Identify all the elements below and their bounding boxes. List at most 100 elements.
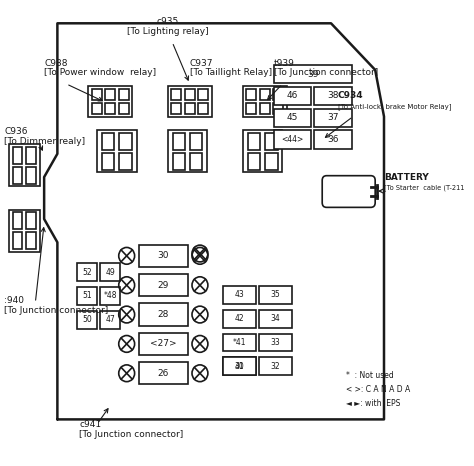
FancyBboxPatch shape bbox=[199, 89, 208, 100]
Text: 36: 36 bbox=[327, 135, 339, 144]
Text: *  : Not used: * : Not used bbox=[346, 371, 394, 380]
FancyBboxPatch shape bbox=[139, 245, 188, 267]
FancyBboxPatch shape bbox=[259, 334, 292, 351]
FancyBboxPatch shape bbox=[223, 357, 256, 375]
FancyBboxPatch shape bbox=[223, 286, 256, 304]
Text: 51: 51 bbox=[82, 291, 92, 301]
Text: C936: C936 bbox=[4, 127, 28, 136]
Text: c941: c941 bbox=[80, 420, 101, 429]
FancyBboxPatch shape bbox=[273, 65, 352, 83]
FancyBboxPatch shape bbox=[168, 130, 208, 172]
FancyBboxPatch shape bbox=[139, 333, 188, 355]
FancyBboxPatch shape bbox=[100, 311, 120, 329]
Text: 40: 40 bbox=[235, 362, 244, 371]
FancyBboxPatch shape bbox=[199, 103, 208, 114]
FancyBboxPatch shape bbox=[259, 310, 292, 328]
FancyBboxPatch shape bbox=[223, 310, 256, 328]
Text: t939: t939 bbox=[273, 59, 294, 68]
FancyBboxPatch shape bbox=[223, 334, 256, 351]
FancyBboxPatch shape bbox=[119, 133, 132, 150]
FancyBboxPatch shape bbox=[26, 232, 36, 249]
FancyBboxPatch shape bbox=[273, 109, 311, 127]
FancyBboxPatch shape bbox=[273, 130, 311, 149]
FancyBboxPatch shape bbox=[223, 357, 256, 375]
FancyBboxPatch shape bbox=[9, 210, 40, 252]
FancyBboxPatch shape bbox=[248, 133, 260, 150]
Text: 35: 35 bbox=[271, 290, 281, 300]
Text: 49: 49 bbox=[105, 267, 115, 277]
FancyBboxPatch shape bbox=[26, 167, 36, 184]
FancyBboxPatch shape bbox=[97, 130, 137, 172]
FancyBboxPatch shape bbox=[92, 89, 102, 100]
FancyBboxPatch shape bbox=[190, 133, 202, 150]
FancyBboxPatch shape bbox=[168, 86, 212, 116]
Text: *41: *41 bbox=[233, 338, 246, 347]
FancyBboxPatch shape bbox=[246, 89, 256, 100]
FancyBboxPatch shape bbox=[9, 144, 40, 186]
Text: 46: 46 bbox=[287, 91, 298, 101]
FancyBboxPatch shape bbox=[190, 153, 202, 170]
FancyBboxPatch shape bbox=[119, 103, 129, 114]
FancyBboxPatch shape bbox=[314, 87, 352, 105]
Text: 39: 39 bbox=[307, 69, 319, 79]
FancyBboxPatch shape bbox=[77, 311, 97, 329]
Text: [To Starter  cable (T-211: [To Starter cable (T-211 bbox=[384, 185, 465, 191]
FancyBboxPatch shape bbox=[102, 153, 115, 170]
Text: ◄ ►: with  EPS: ◄ ►: with EPS bbox=[346, 399, 401, 408]
Text: *48: *48 bbox=[103, 291, 117, 301]
FancyBboxPatch shape bbox=[88, 86, 132, 116]
Text: 38: 38 bbox=[327, 91, 339, 101]
Text: 50: 50 bbox=[82, 315, 92, 324]
Text: 52: 52 bbox=[82, 267, 92, 277]
FancyBboxPatch shape bbox=[139, 303, 188, 326]
FancyBboxPatch shape bbox=[173, 133, 185, 150]
FancyBboxPatch shape bbox=[273, 89, 283, 100]
FancyBboxPatch shape bbox=[139, 362, 188, 384]
FancyBboxPatch shape bbox=[77, 287, 97, 305]
Text: [To Lighting relay]: [To Lighting relay] bbox=[127, 27, 209, 36]
Text: < >: C A N A D A: < >: C A N A D A bbox=[346, 385, 411, 394]
Text: :940: :940 bbox=[4, 296, 25, 305]
FancyBboxPatch shape bbox=[92, 103, 102, 114]
FancyBboxPatch shape bbox=[265, 133, 277, 150]
Text: 28: 28 bbox=[158, 310, 169, 319]
Text: [To Dimmer realy]: [To Dimmer realy] bbox=[4, 137, 85, 146]
FancyBboxPatch shape bbox=[273, 87, 311, 105]
FancyBboxPatch shape bbox=[100, 287, 120, 305]
Text: [To Taillight Relay]: [To Taillight Relay] bbox=[190, 69, 272, 77]
FancyBboxPatch shape bbox=[314, 109, 352, 127]
Text: 45: 45 bbox=[287, 113, 298, 123]
Text: 33: 33 bbox=[271, 338, 281, 347]
FancyBboxPatch shape bbox=[102, 133, 115, 150]
Text: 30: 30 bbox=[157, 251, 169, 260]
FancyBboxPatch shape bbox=[13, 147, 22, 164]
Text: 32: 32 bbox=[271, 362, 281, 371]
FancyBboxPatch shape bbox=[13, 232, 22, 249]
Text: [To Junction connector]: [To Junction connector] bbox=[273, 69, 378, 77]
Text: C934: C934 bbox=[337, 91, 363, 100]
FancyBboxPatch shape bbox=[100, 263, 120, 281]
Text: 43: 43 bbox=[235, 290, 244, 300]
FancyBboxPatch shape bbox=[265, 153, 277, 170]
FancyBboxPatch shape bbox=[243, 130, 283, 172]
Text: 31: 31 bbox=[235, 362, 244, 371]
FancyBboxPatch shape bbox=[259, 357, 292, 375]
FancyBboxPatch shape bbox=[185, 103, 195, 114]
Text: [To Junction connector]: [To Junction connector] bbox=[4, 306, 109, 315]
Text: [To Power window  relay]: [To Power window relay] bbox=[44, 69, 156, 77]
Text: BATTERY: BATTERY bbox=[384, 173, 429, 182]
FancyBboxPatch shape bbox=[185, 89, 195, 100]
FancyBboxPatch shape bbox=[314, 130, 352, 149]
FancyBboxPatch shape bbox=[273, 103, 283, 114]
FancyBboxPatch shape bbox=[13, 212, 22, 229]
FancyBboxPatch shape bbox=[259, 286, 292, 304]
Text: <27>: <27> bbox=[150, 339, 177, 349]
Text: 34: 34 bbox=[271, 314, 281, 323]
FancyBboxPatch shape bbox=[260, 89, 270, 100]
Text: <44>: <44> bbox=[281, 135, 303, 144]
FancyBboxPatch shape bbox=[248, 153, 260, 170]
FancyBboxPatch shape bbox=[105, 89, 115, 100]
Text: 29: 29 bbox=[158, 281, 169, 290]
Text: [To Junction connector]: [To Junction connector] bbox=[80, 430, 184, 439]
FancyBboxPatch shape bbox=[260, 103, 270, 114]
